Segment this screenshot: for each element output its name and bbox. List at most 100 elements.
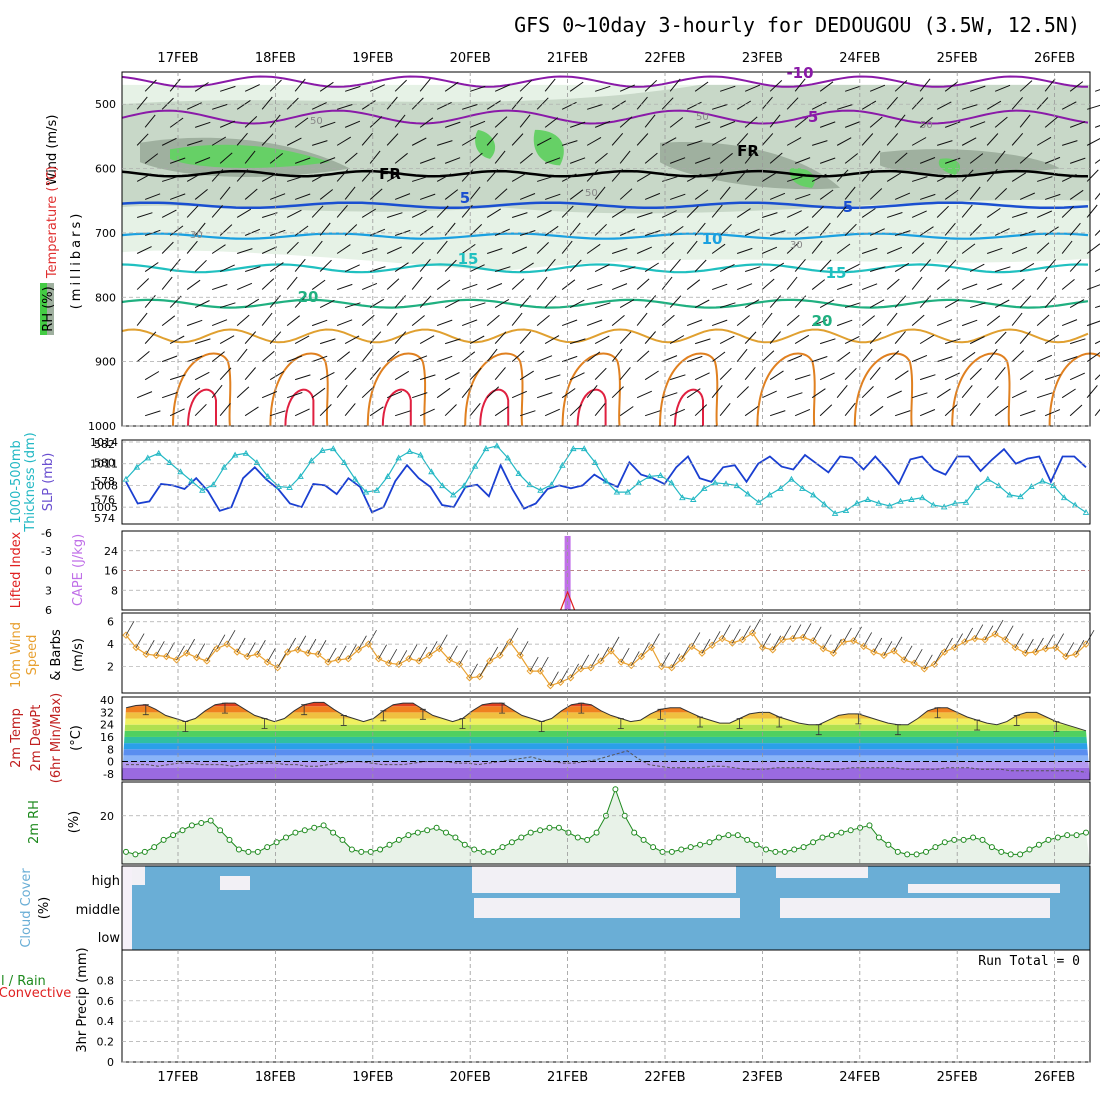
upper-wind-barb (1019, 295, 1032, 308)
wind-barb (731, 628, 741, 644)
thickness-point (908, 496, 915, 502)
wind-speed-tick-label: 4 (107, 638, 114, 651)
wind-speed-point (748, 629, 757, 637)
upper-wind-barb (736, 348, 748, 362)
rh-point (715, 834, 722, 841)
upper-wind-barb (511, 278, 525, 290)
upper-wind-barb (461, 283, 478, 291)
isotherm-30-loop (756, 352, 816, 427)
rh-point (301, 827, 308, 834)
wind-speed-point (516, 651, 524, 660)
upper-wind-barb (661, 314, 675, 326)
wind-speed-point (688, 642, 696, 651)
wind-barb (438, 634, 448, 649)
upper-wind-barb (669, 157, 686, 164)
upper-wind-barb (961, 385, 973, 398)
wind-speed-point (819, 644, 827, 653)
wind-barb (661, 652, 670, 667)
upper-wind-barb (761, 312, 773, 326)
thickness-point (340, 459, 348, 465)
upper-wind-barb (361, 386, 375, 399)
wind-barb (913, 649, 923, 664)
upper-wind-barb (1086, 169, 1099, 182)
wind-speed-point (506, 638, 514, 646)
thickness-point (788, 475, 795, 482)
upper-wind-barb (136, 212, 153, 218)
upper-wind-barb (436, 140, 453, 146)
upper-wind-barb (561, 240, 573, 254)
upper-wind-barb (1036, 242, 1050, 254)
upper-wind-barb (819, 372, 835, 381)
rh-point (631, 829, 638, 836)
upper-wind-barb (744, 331, 757, 344)
upper-wind-barb (1061, 279, 1075, 290)
wind-speed-point (880, 651, 888, 660)
wind-speed-point (1001, 635, 1009, 644)
upper-wind-barb (261, 350, 275, 363)
thickness-point (766, 491, 773, 498)
wind-speed-point (657, 662, 666, 671)
upper-wind-barb (586, 136, 602, 146)
thickness-point (155, 449, 162, 456)
thickness-point (242, 449, 250, 456)
upper-wind-barb (544, 258, 556, 272)
upper-wind-barb (461, 384, 473, 398)
isotherm-35-loop (674, 388, 704, 427)
rh-shade-90 (533, 129, 564, 166)
rh-point (584, 836, 591, 843)
rh-point (1017, 851, 1024, 858)
upper-wind-barb (161, 137, 177, 146)
upper-wind-barb (161, 276, 173, 290)
upper-wind-barb (861, 283, 878, 291)
upper-wind-barb (786, 276, 798, 290)
thickness-point (635, 479, 642, 486)
upper-wind-barb (144, 153, 159, 164)
upper-wind-barb (494, 188, 508, 200)
wind-speed-point (334, 656, 342, 664)
rh-point (574, 834, 581, 841)
wind-barb (257, 640, 266, 655)
upper-wind-barb (994, 188, 1008, 200)
upper-wind-barb (236, 314, 250, 326)
wind-barb (317, 640, 327, 655)
upper-wind-barb (1069, 372, 1086, 381)
rh-point (1083, 829, 1089, 836)
upper-wind-barb (819, 121, 836, 128)
minmax-marker (301, 704, 308, 716)
upper-wind-barb (186, 355, 203, 363)
upper-wind-barb (1094, 374, 1100, 381)
rh-point (348, 846, 355, 853)
temp-tick-label: 16 (100, 731, 114, 744)
upper-wind-barb (661, 210, 677, 218)
rh-point (207, 817, 214, 824)
wind-barb (277, 653, 286, 668)
upper-wind-barb (711, 384, 723, 398)
thickness-tick-label: 576 (94, 494, 115, 507)
upper-wind-barb (144, 410, 161, 417)
thickness-point (308, 457, 315, 464)
upper-wind-barb (369, 367, 381, 380)
upper-wind-barb (686, 388, 701, 399)
top-date-label: 19FEB (352, 51, 393, 66)
upper-wind-barb (1044, 409, 1061, 417)
cape-bar (564, 535, 571, 610)
wind-speed-point (849, 637, 858, 645)
upper-wind-barb (261, 212, 278, 218)
upper-wind-barb (711, 319, 728, 327)
upper-wind-barb (461, 104, 478, 110)
bottom-date-label: 19FEB (352, 1070, 393, 1085)
upper-wind-barb (219, 120, 236, 128)
rh-point (847, 827, 854, 834)
upper-wind-barb (669, 117, 684, 128)
upper-wind-barb (744, 84, 761, 92)
precip-axis-label: 3hr Precip (mm) (75, 947, 90, 1052)
upper-wind-barb (936, 101, 952, 110)
wind-barb (1035, 637, 1044, 653)
thickness-point (286, 484, 293, 490)
upper-wind-barb (886, 96, 898, 110)
wind-speed-point (233, 648, 241, 656)
upper-wind-barb (186, 240, 198, 254)
thickness-point (482, 445, 490, 452)
upper-wind-barb (486, 132, 498, 146)
isotherm-label: 5 (460, 189, 470, 207)
